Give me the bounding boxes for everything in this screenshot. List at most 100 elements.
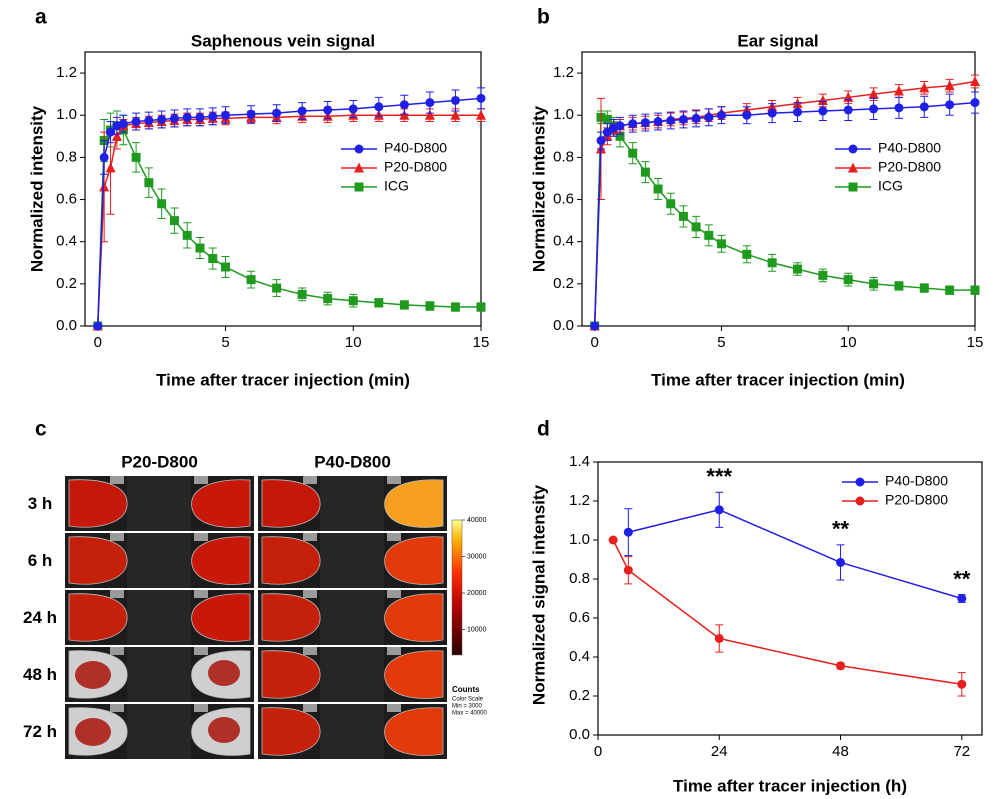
marker — [144, 178, 154, 188]
marker — [767, 108, 777, 118]
marker — [106, 127, 116, 137]
legend-marker — [848, 162, 858, 173]
image-needle — [387, 647, 401, 655]
y-tick-label: 1.2 — [553, 64, 574, 81]
image-needle — [303, 647, 317, 655]
marker — [425, 98, 435, 108]
image-signal — [75, 718, 111, 746]
marker — [919, 82, 930, 93]
marker — [246, 109, 256, 119]
image-cell-center — [127, 476, 191, 531]
x-tick-label: 15 — [967, 334, 984, 351]
image-tissue — [191, 479, 251, 528]
marker — [818, 270, 828, 280]
colorbar-title: Counts — [452, 685, 480, 694]
y-tick-label: 1.0 — [56, 106, 77, 123]
marker — [425, 301, 435, 311]
image-needle — [303, 704, 317, 712]
row-label: 6 h — [28, 551, 53, 570]
marker — [118, 119, 128, 129]
chart-title: Ear signal — [737, 31, 818, 50]
marker — [450, 109, 461, 120]
legend-marker — [855, 496, 865, 506]
marker — [957, 594, 967, 603]
image-needle — [110, 647, 124, 655]
legend-marker — [848, 144, 858, 154]
marker — [105, 162, 116, 173]
image-needle — [387, 704, 401, 712]
y-tick-label: 0.4 — [553, 233, 574, 250]
marker — [399, 300, 409, 310]
image-needle — [110, 476, 124, 484]
marker — [450, 95, 460, 105]
image-cell-center — [320, 704, 384, 759]
image-cell-center — [127, 533, 191, 588]
marker — [596, 136, 606, 146]
marker — [615, 131, 625, 141]
marker — [144, 116, 154, 125]
y-tick-label: 0.0 — [569, 726, 590, 743]
x-tick-label: 0 — [594, 743, 602, 760]
y-tick-label: 0.4 — [569, 648, 590, 665]
image-tissue — [384, 593, 444, 642]
x-tick-label: 48 — [832, 743, 849, 760]
marker — [716, 110, 726, 120]
row-label: 3 h — [28, 494, 53, 513]
marker — [714, 505, 724, 515]
row-label: 24 h — [23, 608, 57, 627]
marker — [716, 239, 726, 249]
y-tick-label: 1.2 — [569, 492, 590, 509]
series-line — [628, 508, 963, 600]
y-tick-label: 1.0 — [553, 106, 574, 123]
marker — [590, 321, 600, 331]
image-cell-center — [320, 476, 384, 531]
chart-title: Saphenous vein signal — [191, 31, 375, 50]
series-line — [97, 124, 481, 327]
marker — [111, 130, 122, 141]
y-axis-label: Normalized signal intensity — [529, 484, 548, 705]
colorbar-tick-label: 30000 — [467, 553, 487, 560]
image-cell-center — [127, 590, 191, 645]
marker — [602, 127, 612, 137]
image-needle — [303, 533, 317, 541]
image-tissue — [191, 593, 251, 642]
image-needle — [387, 590, 401, 598]
marker — [99, 181, 110, 192]
marker — [793, 107, 803, 117]
colorbar-note: Min = 3000 — [452, 704, 483, 710]
marker — [221, 262, 231, 272]
image-tissue — [261, 650, 321, 699]
marker — [608, 535, 618, 545]
marker — [476, 93, 486, 103]
marker — [169, 216, 179, 226]
plot-frame — [597, 461, 983, 736]
y-tick-label: 0.0 — [56, 317, 77, 334]
marker — [424, 109, 435, 120]
legend-label: ICG — [384, 178, 409, 194]
y-tick-label: 0.8 — [56, 148, 77, 165]
row-label: 48 h — [23, 665, 57, 684]
colorbar-tick-label: 20000 — [467, 590, 487, 597]
image-cell-center — [320, 590, 384, 645]
image-needle — [194, 476, 208, 484]
row-label: 72 h — [23, 722, 57, 741]
legend-marker — [855, 477, 865, 487]
x-tick-label: 10 — [345, 334, 362, 351]
colorbar-tick-label: 10000 — [467, 626, 487, 633]
y-tick-label: 0.2 — [56, 275, 77, 292]
marker — [653, 184, 663, 194]
image-needle — [110, 590, 124, 598]
marker — [945, 285, 955, 295]
y-tick-label: 1.0 — [569, 531, 590, 548]
marker — [246, 275, 256, 285]
colorbar-note: Color Scale — [452, 697, 484, 703]
panel-letter: d — [537, 418, 550, 441]
marker — [767, 258, 777, 268]
marker — [272, 108, 282, 118]
marker — [399, 100, 409, 110]
legend-label: P40-D800 — [878, 140, 941, 156]
x-tick-label: 0 — [591, 334, 599, 351]
marker — [919, 102, 929, 112]
marker — [208, 254, 218, 264]
